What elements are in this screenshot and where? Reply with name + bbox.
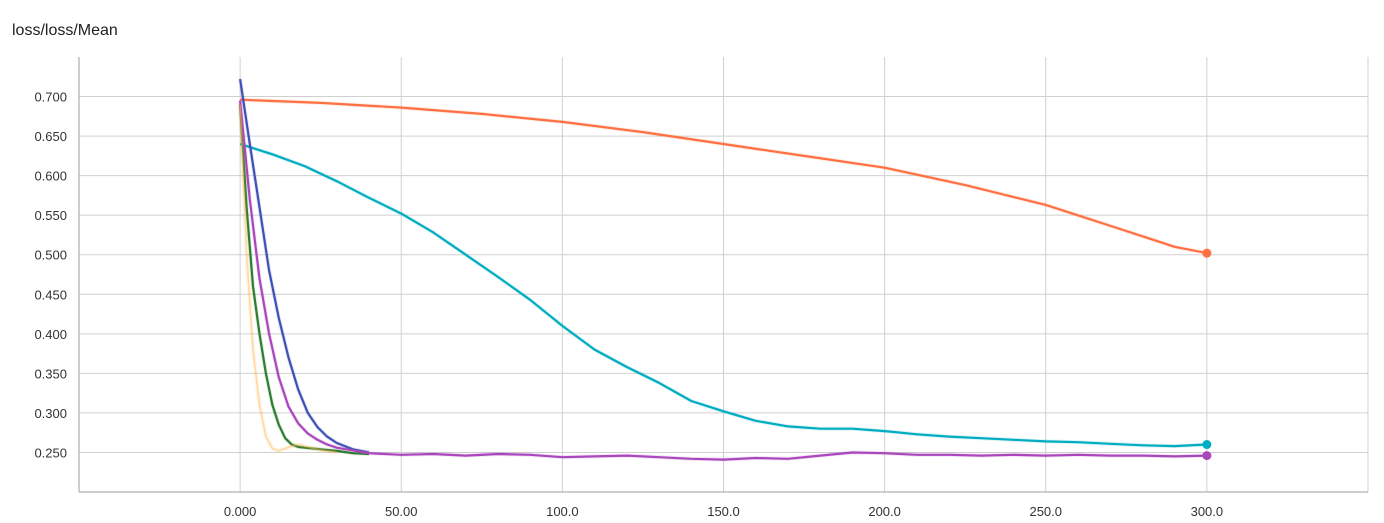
x-tick-label: 100.0 [546, 504, 579, 519]
chart-title: loss/loss/Mean [12, 22, 118, 39]
y-tick-label: 0.450 [34, 287, 67, 302]
series-line-3[interactable] [239, 78, 370, 454]
y-tick-label: 0.300 [34, 406, 67, 421]
series-end-marker-5 [1202, 451, 1212, 461]
x-tick-label: 0.000 [224, 504, 257, 519]
tick-labels: 0.000 50.00 100.0 150.0 200.0 250.0 300.0 0.250… [34, 90, 1223, 519]
series-line-4[interactable] [239, 104, 370, 456]
series-line-5[interactable] [239, 100, 1207, 461]
y-tick-label: 0.500 [34, 248, 67, 263]
y-tick-label: 0.250 [34, 445, 67, 460]
x-tick-label: 150.0 [707, 504, 740, 519]
series-end-marker-2 [1202, 440, 1212, 450]
x-tick-label: 300.0 [1191, 504, 1224, 519]
x-tick-label: 250.0 [1029, 504, 1062, 519]
axes [78, 57, 1368, 493]
x-tick-label: 200.0 [868, 504, 901, 519]
y-tick-label: 0.350 [34, 366, 67, 381]
series-line-2[interactable] [239, 142, 1207, 448]
series-end-marker-1 [1202, 248, 1212, 258]
y-tick-label: 0.550 [34, 208, 67, 223]
series-halo-6 [238, 104, 338, 455]
series-group [238, 78, 1212, 462]
series-line-6[interactable] [239, 104, 337, 454]
y-tick-label: 0.700 [34, 90, 67, 105]
series-line-1[interactable] [240, 98, 1208, 255]
y-tick-label: 0.650 [34, 129, 67, 144]
x-tick-label: 50.00 [385, 504, 418, 519]
y-tick-label: 0.400 [34, 327, 67, 342]
y-tick-label: 0.600 [34, 169, 67, 184]
grid [78, 57, 1369, 492]
